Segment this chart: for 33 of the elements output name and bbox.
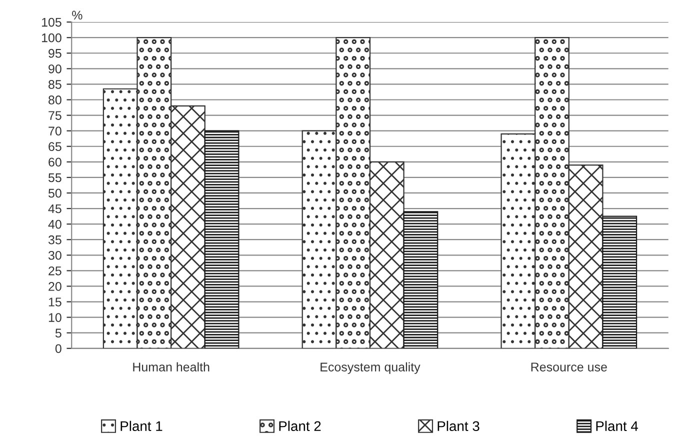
y-tick-label: 85 <box>48 80 62 89</box>
y-tick-label: 95 <box>48 48 62 58</box>
y-tick-label: 70 <box>48 126 62 136</box>
y-tick-label: 40 <box>48 220 62 229</box>
y-tick-label: 20 <box>48 282 62 291</box>
y-tick-label: 10 <box>48 313 62 322</box>
y-tick-label: 100 <box>42 33 62 42</box>
y-tick-label: 80 <box>48 96 62 104</box>
y-tick-label: 30 <box>48 250 62 260</box>
y-tick-label: 75 <box>48 111 62 120</box>
legend-label: Plant 3 <box>438 420 480 432</box>
y-tick-label: 0 <box>55 344 62 354</box>
x-tick-label: Human health <box>133 362 210 372</box>
y-tick-label: 55 <box>48 173 62 182</box>
y-axis-title: % <box>72 10 82 20</box>
y-tick-label: 50 <box>48 188 62 198</box>
legend-label: Plant 2 <box>279 420 321 432</box>
y-tick-label: 65 <box>48 142 62 152</box>
y-tick-label: 60 <box>48 158 62 167</box>
x-tick-label: Ecosystem quality <box>320 362 420 374</box>
bar <box>403 211 438 348</box>
y-tick-label: 15 <box>48 298 62 306</box>
x-tick-label: Resource use <box>531 362 607 372</box>
y-tick-label: 45 <box>48 204 62 214</box>
legend-label: Plant 4 <box>596 420 638 432</box>
legend-label: Plant 1 <box>120 420 162 432</box>
y-tick-label: 35 <box>48 235 62 244</box>
bar <box>204 130 240 348</box>
y-tick-label: 90 <box>48 64 62 74</box>
y-tick-label: 5 <box>55 328 62 338</box>
y-tick-label: 105 <box>42 18 62 27</box>
y-tick-label: 25 <box>48 266 62 276</box>
bar <box>602 216 638 348</box>
